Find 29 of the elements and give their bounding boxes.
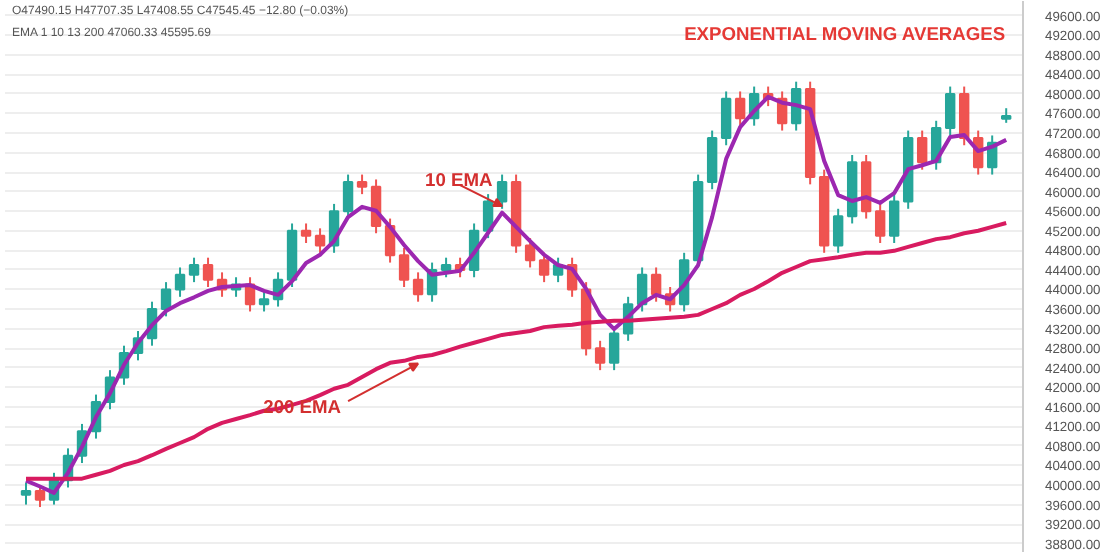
candlestick: [916, 129, 928, 171]
candlestick: [342, 173, 354, 220]
candlestick: [538, 251, 550, 284]
candlestick: [412, 271, 424, 303]
candlestick: [188, 256, 200, 284]
candlestick: [944, 85, 956, 137]
candlestick: [202, 256, 214, 289]
candlestick: [524, 237, 536, 269]
candlestick: [594, 339, 606, 372]
candlestick: [832, 207, 844, 254]
candlestick: [174, 266, 186, 298]
candlestick: [496, 173, 508, 210]
candlestick: [314, 227, 326, 254]
candlestick: [258, 290, 270, 313]
candlestick: [356, 173, 368, 196]
series-label: 10 EMA: [425, 169, 493, 190]
candlestick: [706, 129, 718, 191]
candlestick: [300, 222, 312, 245]
candlestick: [650, 266, 662, 303]
candlestick: [398, 246, 410, 289]
candlestick: [34, 484, 46, 509]
candlestick: [888, 193, 900, 245]
candlestick: [608, 325, 620, 372]
text: EXPONENTIAL MOVING AVERAGES: [684, 24, 1006, 45]
candlestick: [874, 202, 886, 245]
candlestick: [160, 281, 172, 318]
candlestick: [720, 90, 732, 147]
candlestick: [734, 90, 746, 127]
candlestick: [20, 481, 32, 506]
